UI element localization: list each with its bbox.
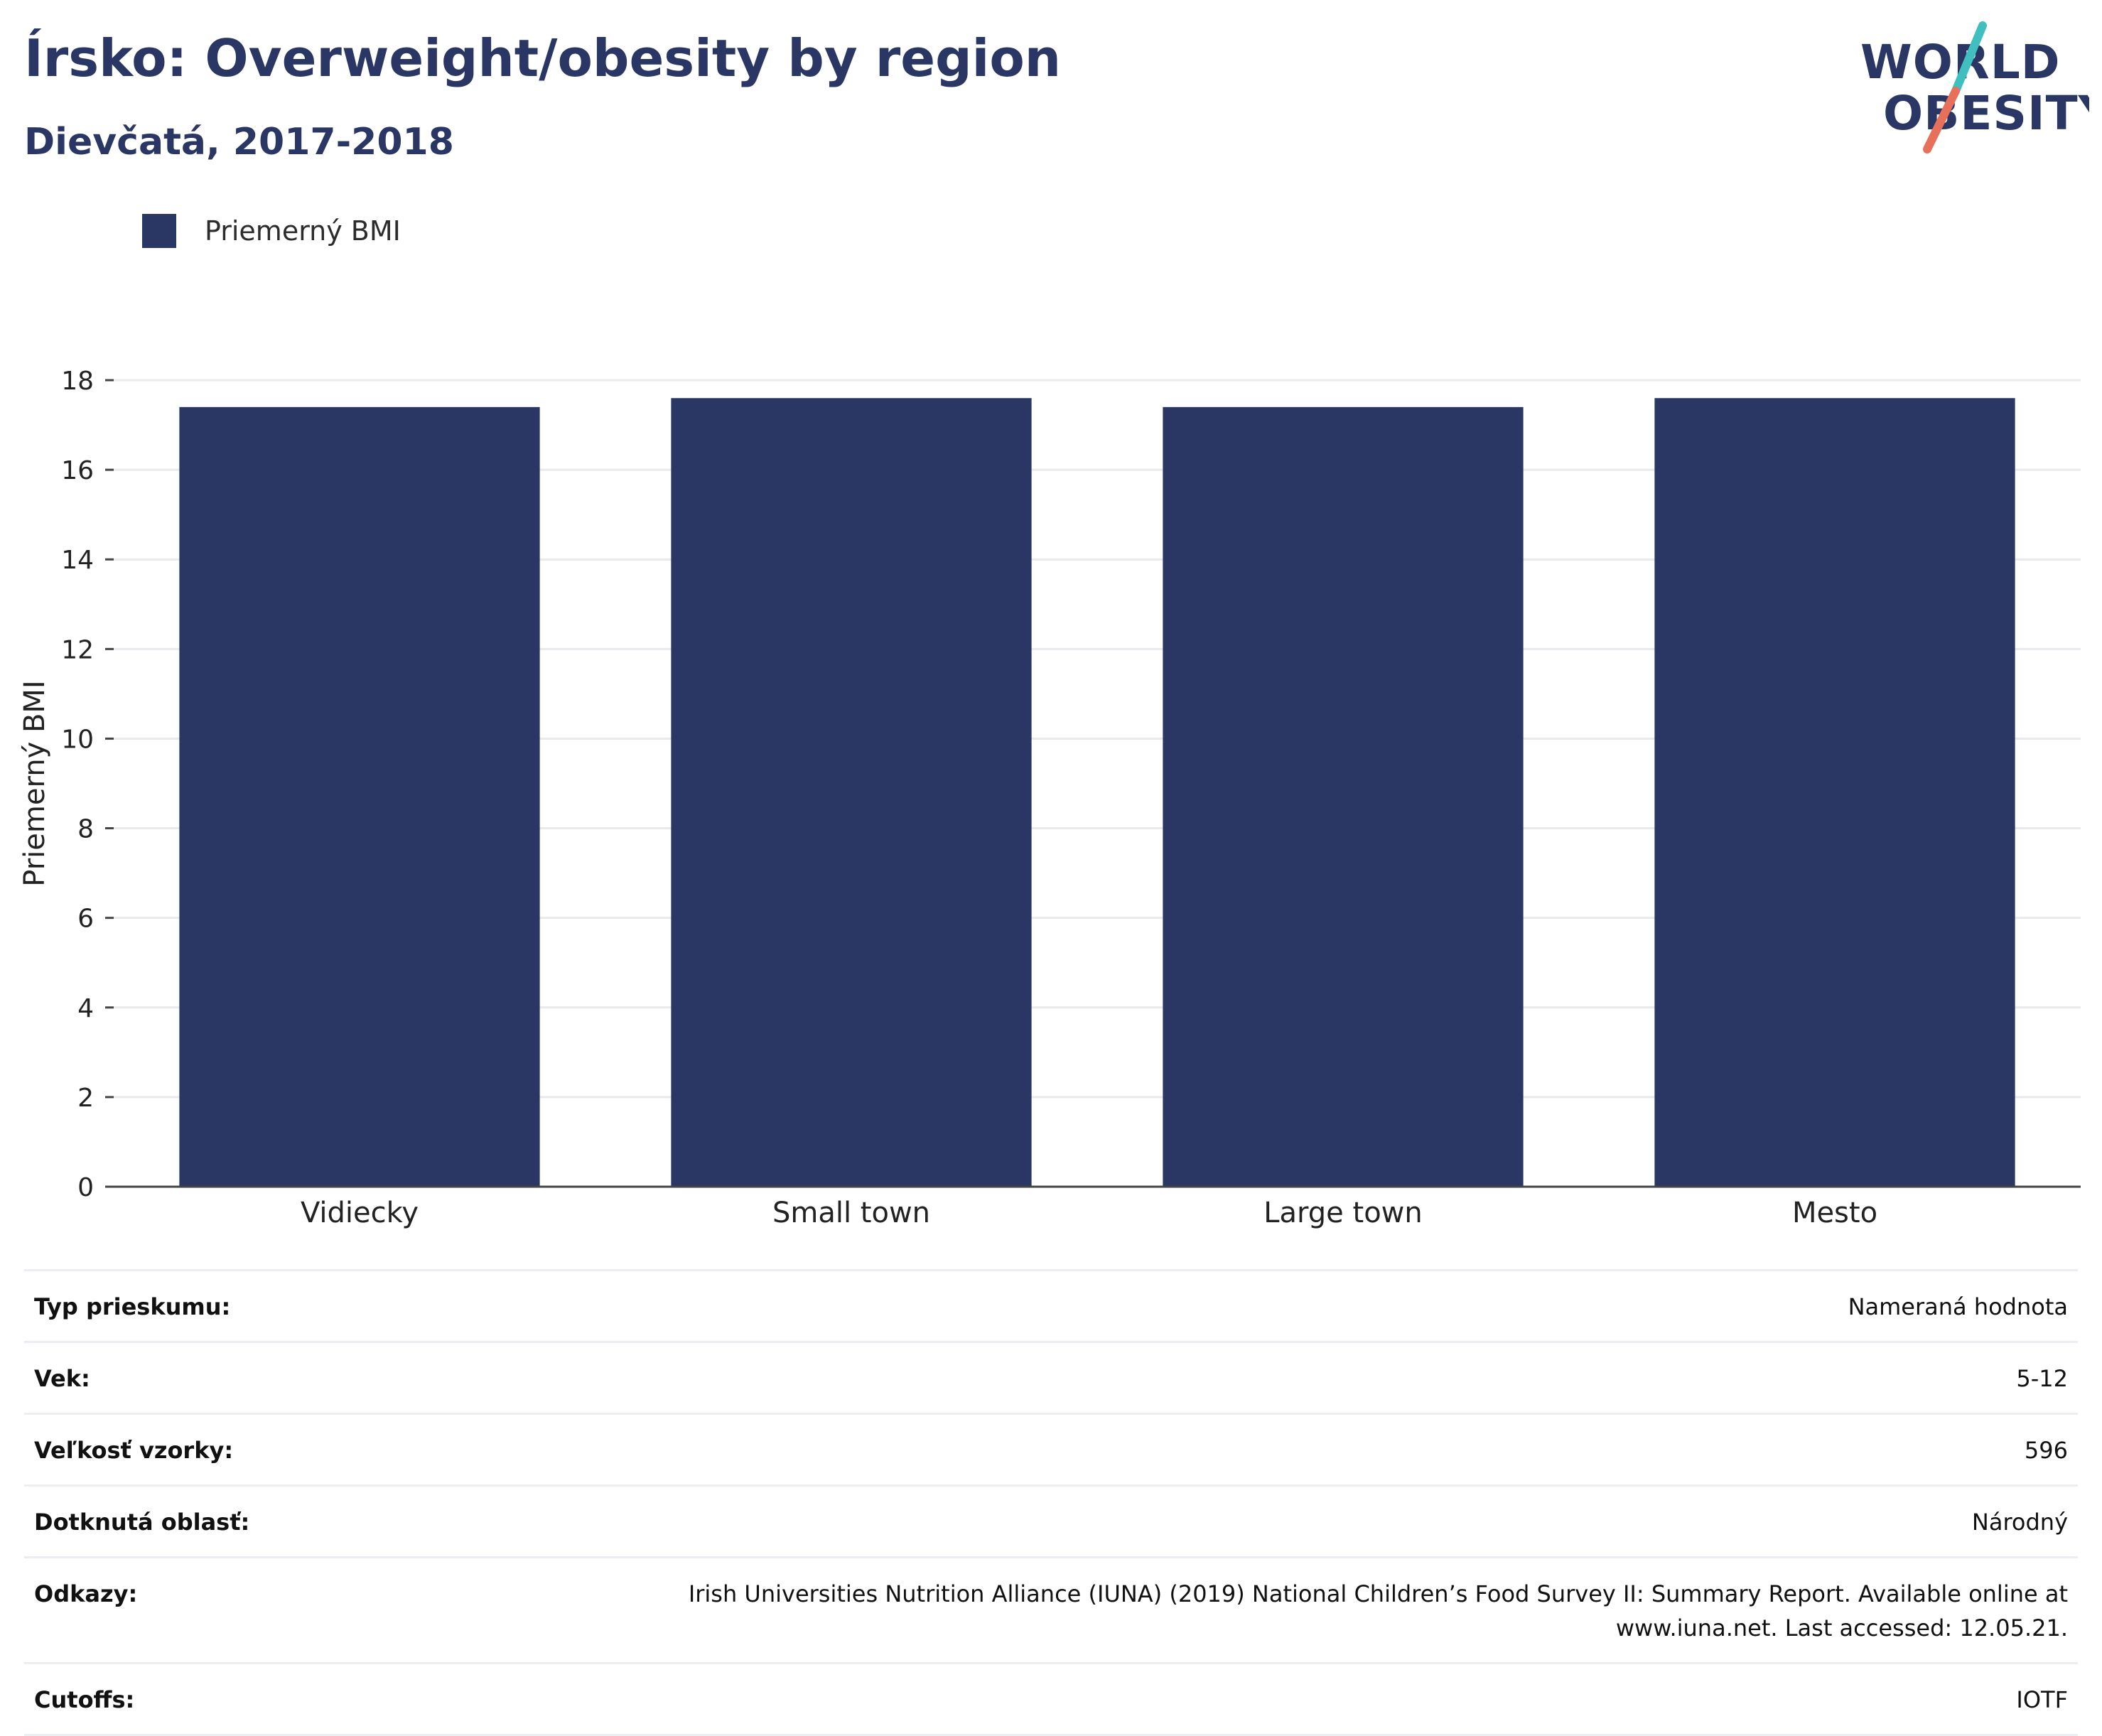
info-value: IOTF — [2016, 1686, 2068, 1713]
info-row: Cutoffs: IOTF — [24, 1664, 2078, 1736]
info-key: Vek: — [34, 1365, 90, 1392]
bar-small-town — [671, 398, 1032, 1187]
y-tick-label: 18 — [61, 367, 94, 396]
page-title: Írsko: Overweight/obesity by region — [24, 28, 1062, 88]
y-axis-title: Priemerný BMI — [18, 680, 51, 886]
logo-slash-top — [1951, 21, 1987, 95]
info-row: Dotknutá oblasť: Národný — [24, 1487, 2078, 1558]
info-key: Odkazy: — [34, 1580, 138, 1607]
y-tick-label: 10 — [61, 725, 94, 754]
bar-large-town — [1163, 406, 1524, 1187]
bar-mesto — [1654, 398, 2015, 1187]
x-tick-label: Small town — [772, 1197, 930, 1229]
y-tick-label: 0 — [77, 1173, 94, 1202]
info-row: Typ prieskumu: Nameraná hodnota — [24, 1271, 2078, 1343]
info-value: 5-12 — [2016, 1365, 2068, 1392]
info-value: 596 — [2024, 1437, 2068, 1464]
logo-slash-bottom — [1923, 87, 1960, 153]
info-key: Veľkosť vzorky: — [34, 1437, 234, 1464]
x-tick-label: Vidiecky — [301, 1197, 419, 1229]
y-tick-label: 12 — [61, 635, 94, 664]
info-row: Veľkosť vzorky: 596 — [24, 1415, 2078, 1487]
y-tick-label: 6 — [77, 905, 94, 934]
legend-swatch — [142, 214, 176, 248]
bar-chart: 0 2 4 6 8 10 12 14 16 18 Vidiecky Small town Large … — [18, 367, 2081, 1229]
y-axis-ticks: 0 2 4 6 8 10 12 14 16 18 — [61, 367, 114, 1202]
info-value: Nameraná hodnota — [1848, 1293, 2068, 1320]
y-tick-label: 4 — [77, 994, 94, 1023]
page-subtitle: Dievčatá, 2017-2018 — [24, 121, 454, 163]
info-key: Dotknutá oblasť: — [34, 1509, 250, 1536]
info-key: Cutoffs: — [34, 1686, 135, 1713]
x-axis-ticks: Vidiecky Small town Large town Mesto — [301, 1197, 1877, 1229]
bar-vidiecky — [179, 406, 540, 1187]
info-row: Odkazy: Irish Universities Nutrition Alli… — [24, 1558, 2078, 1664]
y-tick-label: 16 — [61, 456, 94, 485]
y-tick-label: 2 — [77, 1084, 94, 1113]
logo-word-obesity: OBESITY — [1883, 86, 2089, 141]
bars — [179, 398, 2015, 1187]
info-value: Irish Universities Nutrition Alliance (I… — [688, 1580, 2068, 1641]
y-tick-label: 14 — [61, 546, 94, 575]
info-key: Typ prieskumu: — [34, 1293, 231, 1320]
y-tick-label: 8 — [77, 815, 94, 844]
legend-label: Priemerný BMI — [205, 215, 401, 247]
world-obesity-logo: WORLD OBESITY — [1860, 21, 2089, 153]
info-table: Typ prieskumu: Nameraná hodnota Vek: 5-12 Ve… — [24, 1269, 2078, 1736]
x-tick-label: Large town — [1263, 1197, 1422, 1229]
x-tick-label: Mesto — [1792, 1197, 1877, 1229]
chart-legend: Priemerný BMI — [142, 213, 401, 249]
info-value: Národný — [1971, 1509, 2068, 1536]
info-row: Vek: 5-12 — [24, 1343, 2078, 1415]
